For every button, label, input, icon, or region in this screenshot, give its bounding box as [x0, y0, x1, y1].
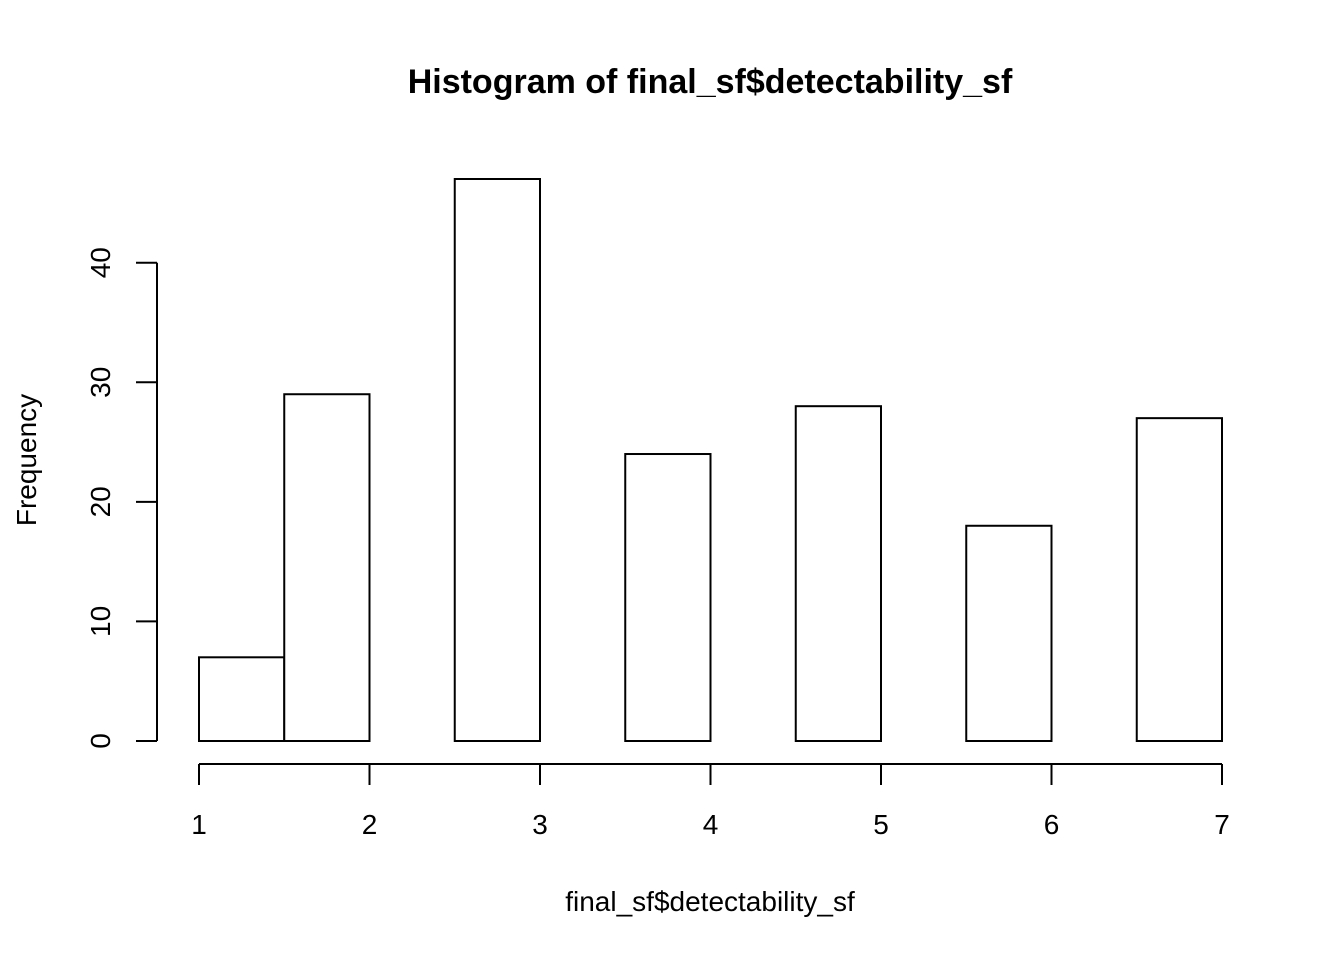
- y-tick-label: 20: [85, 486, 116, 517]
- histogram-bar: [283, 393, 371, 742]
- y-tick-label: 10: [85, 606, 116, 637]
- histogram-bar: [453, 178, 541, 742]
- x-axis: 1 2 3 4 5 6 7: [191, 763, 1230, 840]
- histogram-bar: [1135, 417, 1223, 742]
- y-tick-label: 0: [85, 733, 116, 749]
- y-tick-label: 40: [85, 247, 116, 278]
- x-tick-label: 1: [191, 809, 207, 840]
- x-axis-label: final_sf$detectability_sf: [565, 886, 855, 917]
- y-tick-label: 30: [85, 367, 116, 398]
- x-tick-label: 4: [703, 809, 719, 840]
- x-tick-label: 3: [532, 809, 548, 840]
- x-tick-label: 6: [1044, 809, 1060, 840]
- histogram-bar: [624, 453, 712, 742]
- histogram-bar: [198, 656, 286, 742]
- histogram-bars: [198, 178, 1223, 742]
- histogram-bar: [794, 405, 882, 742]
- chart-title: Histogram of final_sf$detectability_sf: [408, 63, 1013, 101]
- x-tick-label: 7: [1214, 809, 1230, 840]
- y-axis: 0 10 20 30 40: [85, 247, 158, 749]
- x-tick-label: 5: [873, 809, 889, 840]
- histogram-bar: [965, 524, 1053, 742]
- x-tick-label: 2: [362, 809, 378, 840]
- y-axis-label: Frequency: [11, 394, 42, 526]
